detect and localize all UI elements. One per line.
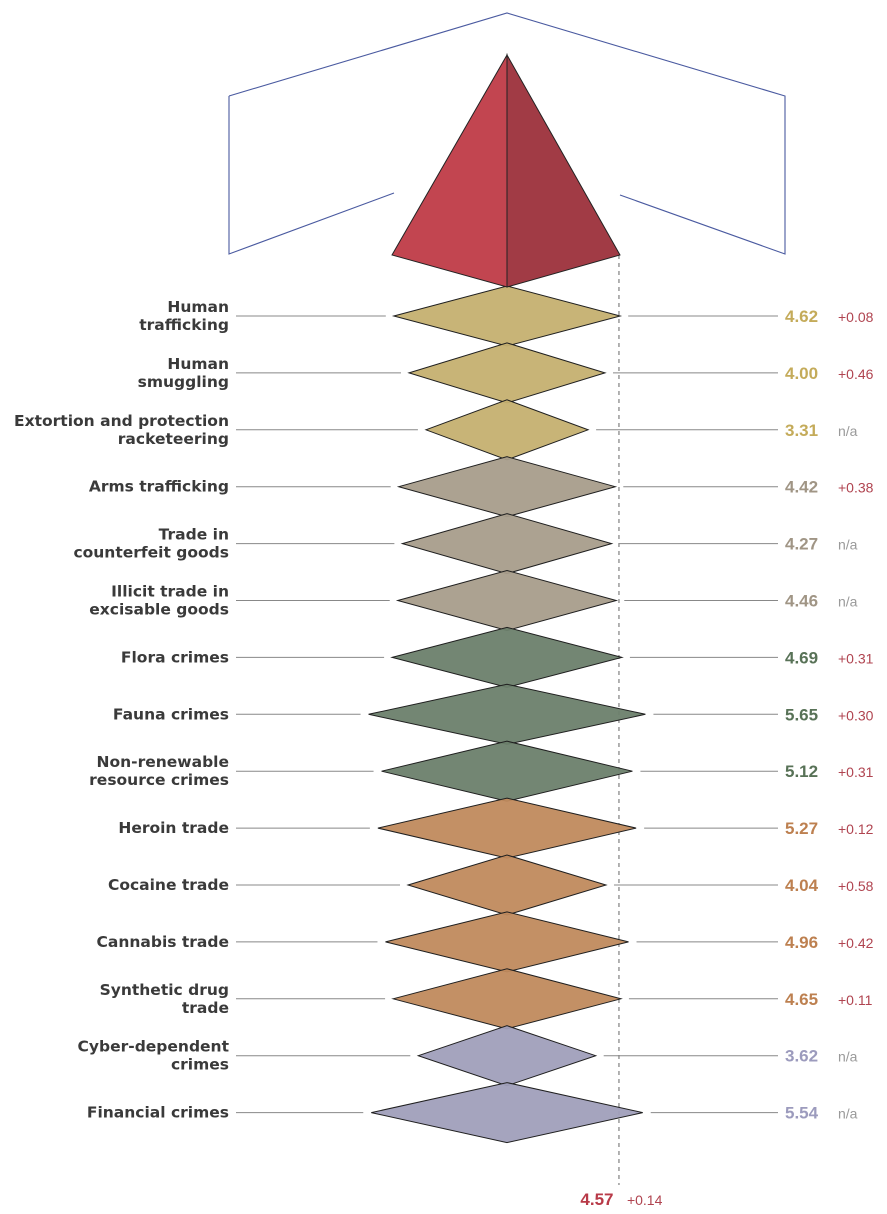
diamond-mark	[385, 911, 629, 973]
category-label: Financial crimes	[87, 1104, 229, 1122]
score-change-label: +0.31	[838, 650, 874, 666]
score-change-label: n/a	[838, 1049, 858, 1065]
category-label-line: Arms trafficking	[89, 478, 229, 496]
pyramid-right-face	[506, 53, 621, 288]
category-label-line: Synthetic drug	[100, 981, 229, 999]
category-label: Human trafficking	[139, 298, 229, 334]
category-label: Cyber-dependent crimes	[78, 1038, 230, 1074]
score-change-label: +0.30	[838, 707, 874, 723]
pyramid-frame-back	[228, 12, 786, 255]
diamond-mark	[368, 683, 646, 745]
pyramid-frame-front	[228, 96, 395, 255]
category-label-line: Cannabis trade	[96, 933, 229, 951]
diamond-mark	[406, 854, 608, 916]
category-label-line: Trade in	[159, 526, 229, 544]
category-label-line: Flora crimes	[121, 648, 229, 666]
score-change-label: n/a	[838, 1106, 858, 1122]
category-label-line: smuggling	[138, 373, 229, 391]
category-label-line: Cyber-dependent	[78, 1038, 230, 1056]
diamond-mark	[391, 285, 623, 347]
category-label: Cocaine trade	[108, 876, 229, 894]
category-label-line: Illicit trade in	[111, 583, 229, 601]
category-label-line: Human	[167, 298, 229, 316]
score-change-label: +0.08	[838, 309, 874, 325]
category-label: Extortion and protection racketeering	[14, 412, 229, 448]
score-change-label: n/a	[838, 594, 858, 610]
category-label-line: crimes	[171, 1056, 229, 1074]
score-change-label: +0.46	[838, 366, 874, 382]
category-label-line: Fauna crimes	[113, 705, 229, 723]
category-label-line: Financial crimes	[87, 1104, 229, 1122]
score-value-label: 4.04	[785, 876, 819, 895]
diamond-mark	[400, 513, 614, 575]
diamond-mark	[395, 569, 619, 632]
score-value-label: 3.62	[785, 1047, 818, 1066]
score-value-label: 4.46	[785, 592, 818, 611]
score-value-label: 3.31	[785, 421, 818, 440]
overall-score-value: 4.57	[580, 1190, 613, 1209]
diamond-mark	[371, 1082, 643, 1144]
category-label: Cannabis trade	[96, 933, 229, 951]
category-label-line: Cocaine trade	[108, 876, 229, 894]
diamond-mark	[377, 797, 637, 859]
category-label: Heroin trade	[118, 819, 229, 837]
diamond-mark	[381, 740, 633, 802]
category-label-line: resource crimes	[89, 771, 229, 789]
score-value-label: 5.27	[785, 819, 818, 838]
pyramid-left-face	[391, 53, 508, 288]
category-label: Fauna crimes	[113, 705, 229, 723]
diamond-mark	[424, 399, 590, 461]
category-label: Illicit trade in excisable goods	[89, 583, 229, 619]
category-label-line: Extortion and protection	[14, 412, 229, 430]
score-value-label: 4.96	[785, 933, 818, 952]
score-change-label: n/a	[838, 423, 858, 439]
score-value-label: 4.69	[785, 648, 818, 667]
category-label-line: racketeering	[118, 430, 229, 448]
category-label-line: trade	[182, 999, 229, 1017]
score-value-label: 4.65	[785, 990, 818, 1009]
score-change-label: +0.38	[838, 480, 874, 496]
diamond-mark	[390, 626, 624, 688]
score-change-label: +0.12	[838, 821, 874, 837]
category-label-line: Non-renewable	[97, 753, 230, 771]
diamond-mark	[407, 342, 607, 404]
category-label: Human smuggling	[138, 355, 229, 391]
category-label-line: excisable goods	[89, 601, 229, 619]
diamond-mark	[396, 456, 618, 518]
category-label: Arms trafficking	[89, 478, 229, 496]
score-change-label: +0.11	[838, 992, 873, 1008]
score-change-label: +0.31	[838, 764, 874, 780]
score-value-label: 4.00	[785, 364, 818, 383]
score-value-label: 5.65	[785, 705, 818, 724]
score-value-label: 4.62	[785, 307, 818, 326]
score-value-label: 4.42	[785, 478, 818, 497]
diamond-mark	[391, 968, 623, 1030]
category-label: Synthetic drug trade	[100, 981, 229, 1017]
category-label: Flora crimes	[121, 648, 229, 666]
score-value-label: 5.12	[785, 762, 818, 781]
overall-score-change: +0.14	[627, 1192, 663, 1208]
category-label: Non-renewable resource crimes	[89, 753, 229, 789]
category-label-line: trafficking	[139, 316, 229, 334]
category-label-line: Human	[167, 355, 229, 373]
score-change-label: n/a	[838, 537, 858, 553]
category-label-line: counterfeit goods	[73, 544, 229, 562]
score-change-label: +0.58	[838, 878, 874, 894]
score-change-label: +0.42	[838, 935, 874, 951]
category-label-line: Heroin trade	[118, 819, 229, 837]
score-value-label: 4.27	[785, 535, 818, 554]
score-value-label: 5.54	[785, 1104, 819, 1123]
diamond-mark	[416, 1025, 598, 1087]
category-label: Trade in counterfeit goods	[73, 526, 229, 562]
